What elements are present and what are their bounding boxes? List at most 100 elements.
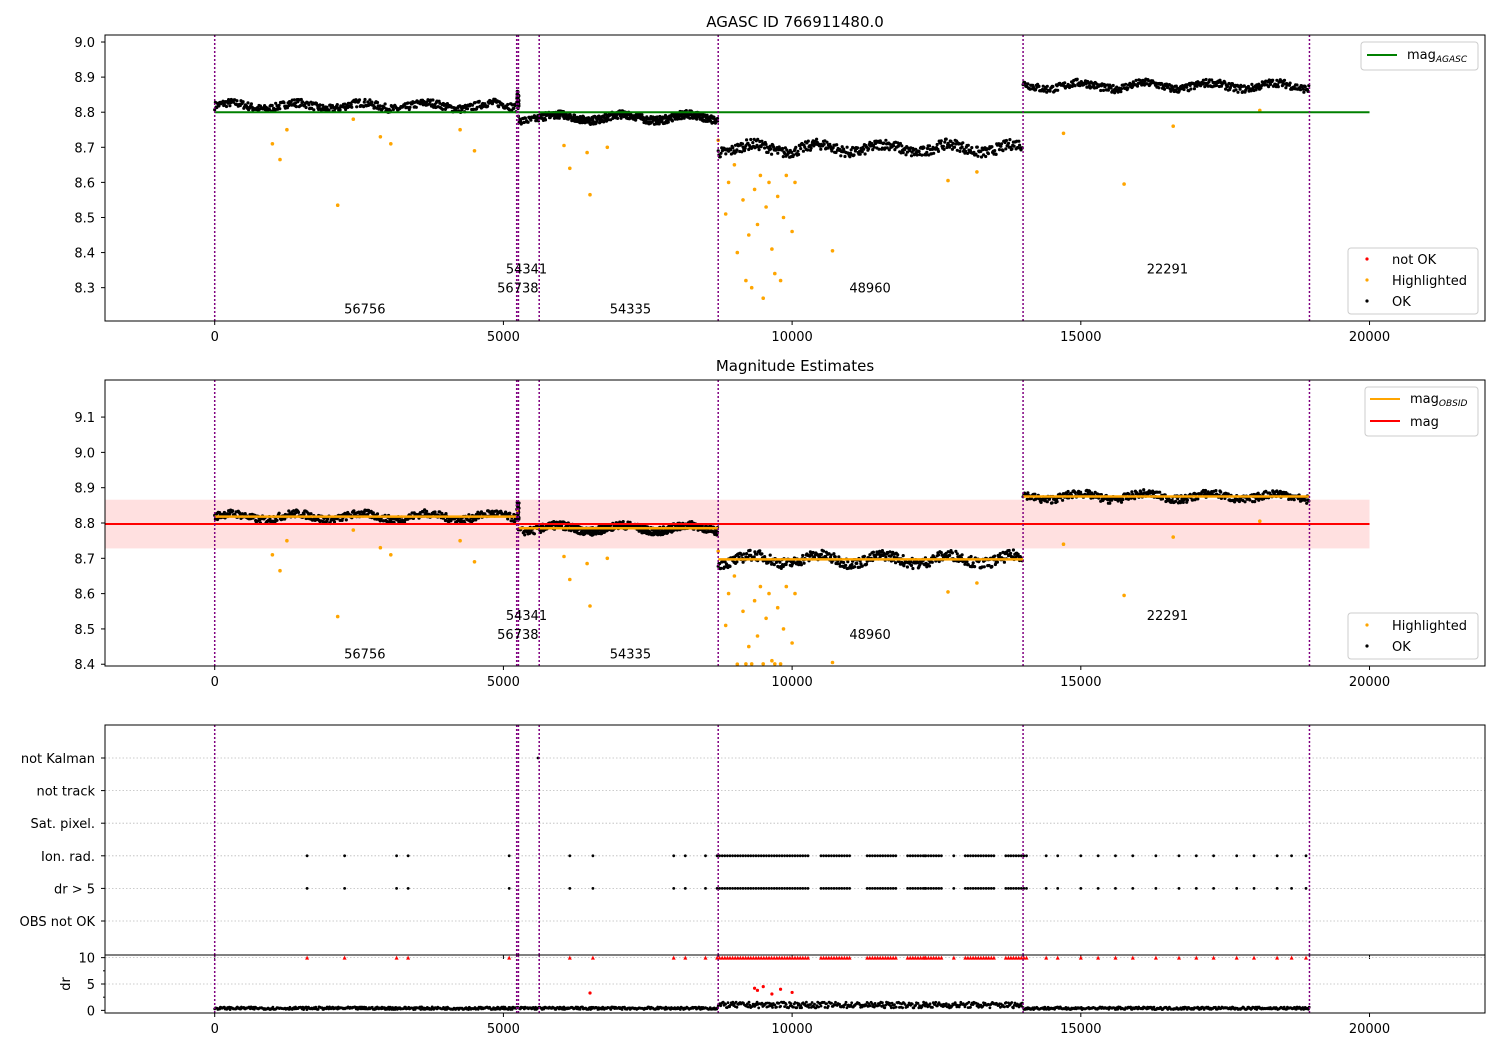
highlighted-point	[975, 581, 979, 585]
flag-marker	[989, 887, 993, 890]
ok-point	[1275, 78, 1279, 82]
flag-marker	[1009, 854, 1013, 858]
ok-point	[702, 530, 706, 534]
highlighted-point	[562, 143, 566, 148]
ok-point	[1045, 500, 1049, 504]
ok-point	[1276, 85, 1280, 89]
flag-marker	[837, 887, 841, 890]
ok-point	[770, 152, 774, 156]
highlighted-point	[775, 194, 780, 199]
ok-point	[821, 549, 826, 553]
ok-point	[304, 105, 308, 110]
flag-marker	[1177, 854, 1181, 858]
ok-point	[858, 149, 862, 153]
ok-point	[860, 564, 864, 568]
legend-dot-not-ok	[1365, 257, 1369, 261]
flag-marker	[889, 887, 892, 890]
ok-point	[312, 108, 316, 112]
ok-point	[763, 555, 767, 559]
flag-marker	[759, 854, 763, 858]
ok-point	[927, 144, 932, 148]
ok-point	[975, 145, 979, 149]
dr-point	[760, 1001, 764, 1005]
ok-point	[1201, 78, 1205, 82]
obsid-label: 22291	[1147, 262, 1188, 277]
ok-point	[1189, 87, 1193, 91]
ok-point	[724, 152, 728, 156]
ok-point	[532, 532, 537, 536]
ok-point	[760, 552, 764, 556]
flag-marker	[924, 854, 928, 858]
ok-point	[277, 511, 281, 515]
flag-marker	[876, 887, 879, 890]
flag-marker	[969, 887, 972, 890]
ok-point	[915, 153, 919, 157]
ok-point	[896, 553, 900, 557]
ok-point	[666, 120, 670, 124]
ok-point	[930, 560, 934, 564]
flag-marker	[1096, 854, 1100, 858]
flag-marker	[1009, 887, 1013, 890]
flag-marker	[1252, 854, 1256, 858]
ok-point	[824, 554, 828, 559]
flag-marker	[791, 887, 794, 890]
ok-point	[925, 146, 930, 151]
flag-marker	[982, 854, 985, 858]
highlighted-point	[585, 561, 589, 566]
ok-point	[228, 104, 232, 108]
highlighted-point	[778, 278, 783, 283]
flag-marker	[767, 854, 771, 858]
ok-point	[443, 518, 447, 523]
ok-point	[855, 561, 859, 566]
flag-marker	[1114, 887, 1117, 890]
ok-point	[1226, 492, 1230, 496]
ok-point	[936, 553, 941, 557]
obsid-label: 54335	[610, 303, 651, 318]
flag-marker	[683, 887, 687, 890]
ok-point	[944, 137, 948, 141]
ok-point	[982, 565, 986, 569]
legend-dot-highlighted	[1365, 278, 1369, 282]
highlighted-point	[278, 568, 282, 573]
ok-point	[657, 122, 661, 126]
ok-point	[909, 560, 913, 564]
flag-marker	[992, 887, 996, 890]
flag-marker	[830, 887, 833, 890]
flag-marker	[754, 887, 758, 890]
ok-point	[718, 155, 722, 159]
ok-point	[501, 102, 505, 106]
ok-point	[973, 565, 977, 569]
ok-point	[222, 102, 226, 106]
ok-point	[853, 149, 858, 153]
x-tick-label: 10000	[771, 675, 812, 690]
x-tick-label: 0	[211, 330, 219, 345]
ok-point	[979, 149, 983, 153]
ok-point	[714, 528, 718, 533]
ok-point	[917, 149, 921, 154]
ok-point	[1119, 500, 1124, 504]
ok-point	[1188, 83, 1192, 87]
ok-point	[1073, 490, 1077, 495]
highlighted-point	[585, 150, 589, 155]
flag-marker	[1079, 854, 1083, 858]
ok-point	[1101, 88, 1106, 92]
ok-point	[1142, 488, 1146, 492]
dr-point	[795, 1006, 799, 1010]
flag-marker	[749, 854, 753, 858]
highlighted-point	[793, 591, 797, 596]
flag-marker	[919, 854, 922, 858]
flag-marker	[827, 854, 831, 858]
flag-marker	[736, 854, 740, 858]
ok-point	[842, 560, 846, 565]
ok-point	[839, 154, 843, 158]
flag-marker	[1004, 854, 1008, 858]
flag-marker	[720, 887, 724, 890]
ok-point	[864, 562, 869, 566]
ok-point	[1302, 90, 1306, 94]
ok-point	[1214, 83, 1219, 88]
flag-marker	[770, 887, 773, 890]
ok-point	[582, 115, 586, 119]
dr-point	[779, 1004, 782, 1008]
flag-marker	[778, 887, 781, 890]
ok-point	[909, 154, 914, 158]
